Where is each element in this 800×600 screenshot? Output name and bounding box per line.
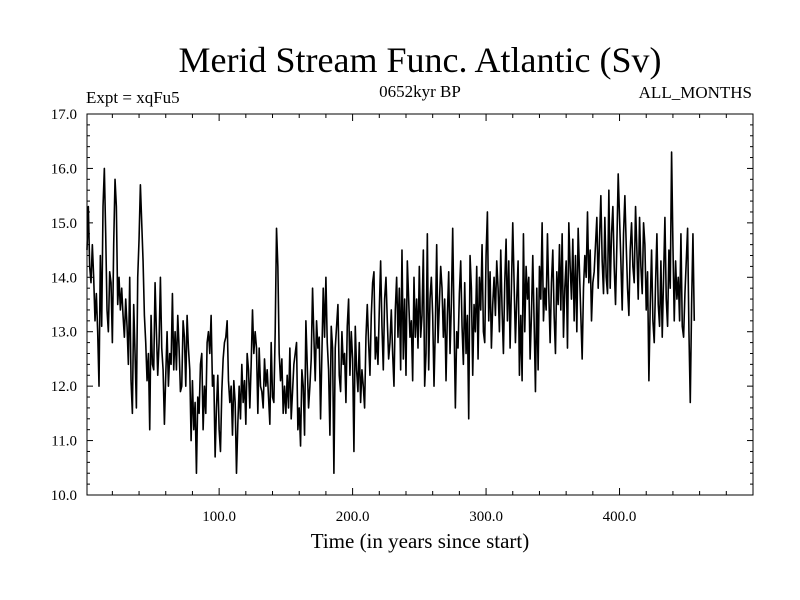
experiment-label: Expt = xqFu5: [86, 88, 180, 107]
series-line: [86, 151, 696, 475]
y-tick-label: 10.0: [51, 488, 77, 504]
months-label: ALL_MONTHS: [639, 83, 752, 102]
y-tick-label: 14.0: [51, 270, 77, 286]
chart-title: Merid Stream Func. Atlantic (Sv): [179, 40, 662, 80]
y-tick-label: 13.0: [51, 325, 77, 341]
x-axis: 100.0 200.0 300.0 400.0: [111, 114, 754, 525]
y-tick-label: 11.0: [51, 434, 77, 450]
period-label: 0652kyr BP: [379, 82, 461, 101]
y-axis: 10.0 11.0 12.0 13.0 14.0 15.0 16.0 17.0: [51, 107, 753, 504]
y-tick-label: 17.0: [51, 107, 77, 123]
x-tick-label: 200.0: [336, 509, 370, 525]
x-tick-label: 400.0: [603, 509, 637, 525]
x-tick-label: 100.0: [202, 509, 236, 525]
y-tick-label: 12.0: [51, 379, 77, 395]
plot-frame: [86, 113, 754, 496]
x-tick-label: 300.0: [469, 509, 503, 525]
y-tick-label: 16.0: [51, 161, 77, 177]
y-tick-label: 15.0: [51, 216, 77, 232]
x-axis-label: Time (in years since start): [311, 529, 530, 553]
